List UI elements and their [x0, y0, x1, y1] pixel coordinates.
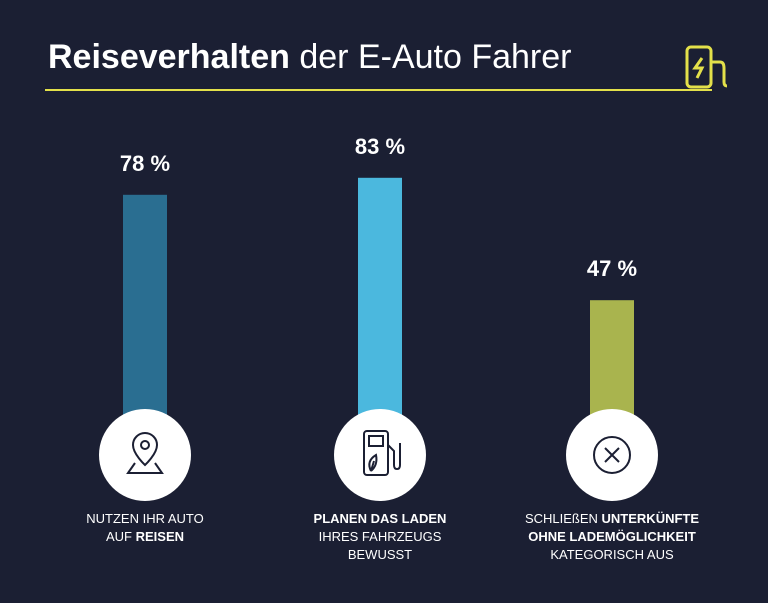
text-run: UNTERKÜNFTE: [601, 511, 700, 526]
label-line: AUF REISEN: [30, 528, 260, 546]
value-label: 83 %: [354, 133, 406, 159]
label-line: SCHLIEßEN UNTERKÜNFTE: [497, 510, 727, 528]
category-label: PLANEN DAS LADEN IHRES FAHRZEUGS BEWUSST: [265, 510, 495, 564]
category-icon: [126, 431, 164, 474]
label-line: KATEGORISCH AUS: [497, 546, 727, 564]
text-run: BEWUSST: [347, 547, 413, 562]
text-run: SCHLIEßEN: [524, 511, 602, 526]
value-label: 78 %: [119, 150, 171, 176]
label-line: BEWUSST: [265, 546, 495, 564]
icon-circle: [99, 409, 191, 501]
title: Reiseverhalten der E-Auto Fahrer: [48, 38, 571, 77]
category-label: NUTZEN IHR AUTO AUF REISEN: [30, 510, 260, 546]
category-icon: [593, 436, 631, 474]
label-line: PLANEN DAS LADEN: [265, 510, 495, 528]
label-line: IHRES FAHRZEUGS: [265, 528, 495, 546]
text-run: IHRES FAHRZEUGS: [318, 529, 442, 544]
text-run: REISEN: [135, 529, 185, 544]
category-label: SCHLIEßEN UNTERKÜNFTE OHNE LADEMÖGLICHKEI…: [497, 510, 727, 564]
charger-icon: [685, 45, 728, 89]
text-run: OHNE LADEMÖGLICHKEIT: [528, 529, 696, 544]
label-line: NUTZEN IHR AUTO: [30, 510, 260, 528]
text-run: KATEGORISCH AUS: [550, 547, 674, 562]
text-run: Reiseverhalten: [48, 38, 290, 76]
category-icon: [363, 430, 401, 476]
text-run: der E-Auto Fahrer: [289, 38, 572, 76]
text-run: AUF: [105, 529, 136, 544]
text-run: NUTZEN IHR AUTO: [86, 511, 204, 526]
value-label: 47 %: [586, 256, 638, 282]
text-run: PLANEN DAS LADEN: [313, 511, 447, 526]
label-line: OHNE LADEMÖGLICHKEIT: [497, 528, 727, 546]
icon-circle: [334, 409, 426, 501]
